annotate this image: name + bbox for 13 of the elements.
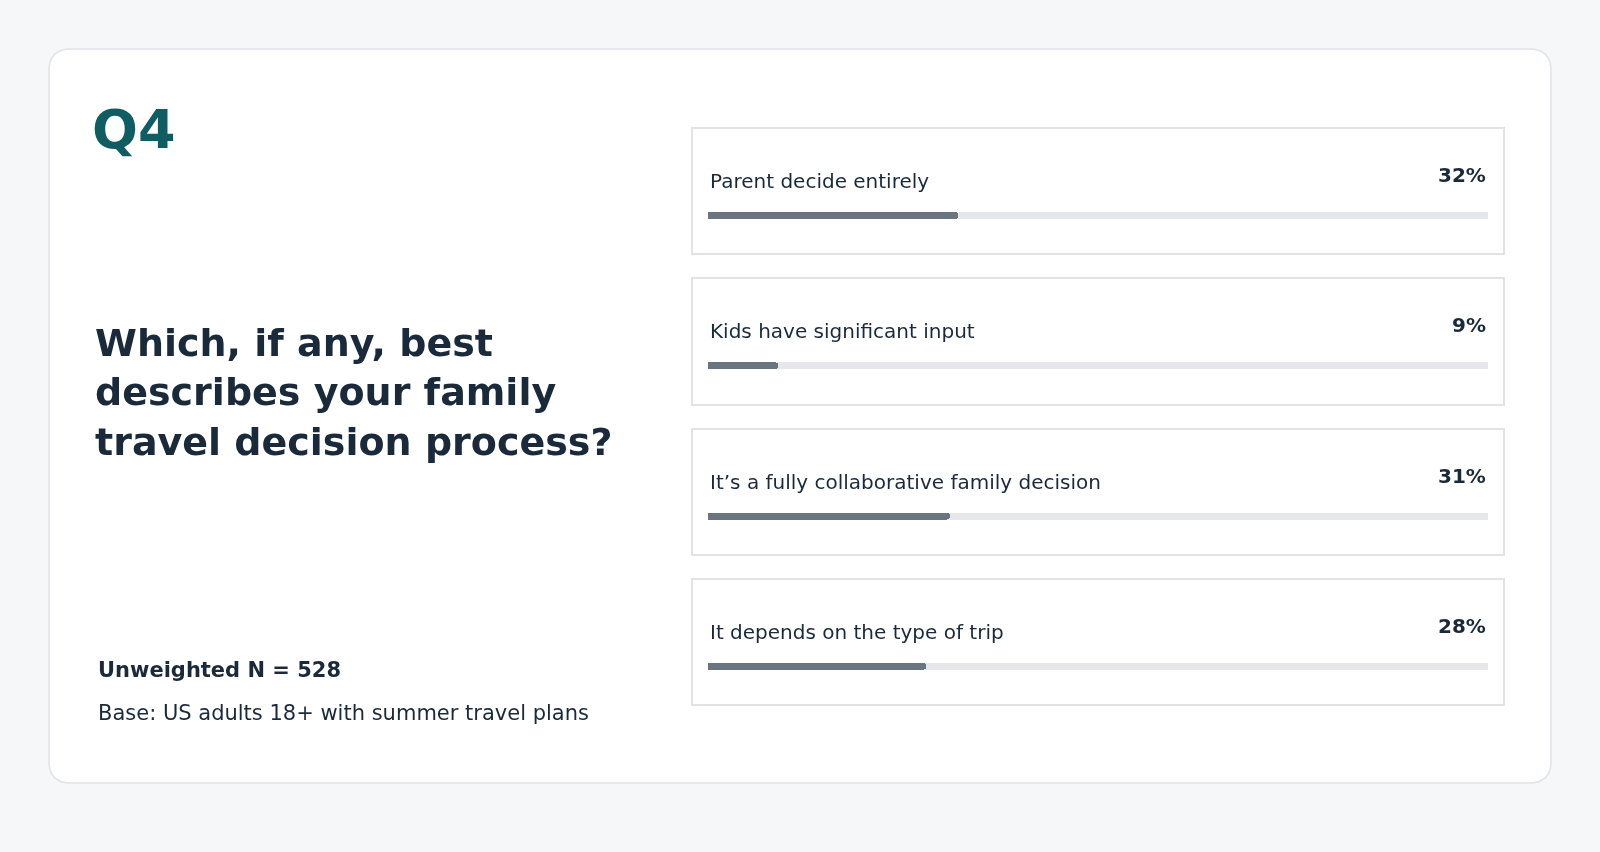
data-label: 32%	[1438, 163, 1486, 187]
y-tick-label: Parent decide entirely	[710, 169, 930, 193]
text: Unweighted N = 528	[98, 658, 342, 682]
text: Which, if any, best describes your family travel decision process?	[95, 321, 613, 464]
y-tick-label: Kids have significant input	[710, 319, 975, 343]
bar	[708, 362, 778, 370]
text: Q4	[92, 98, 176, 161]
y-tick-label: It depends on the type of trip	[710, 620, 1004, 644]
data-label: 31%	[1438, 464, 1486, 488]
data-label: 9%	[1452, 313, 1486, 337]
y-tick-label: It’s a fully collaborative family decision	[710, 470, 1101, 494]
text: Base: US adults 18+ with summer travel plans	[98, 701, 589, 725]
data-label: 28%	[1438, 614, 1486, 638]
